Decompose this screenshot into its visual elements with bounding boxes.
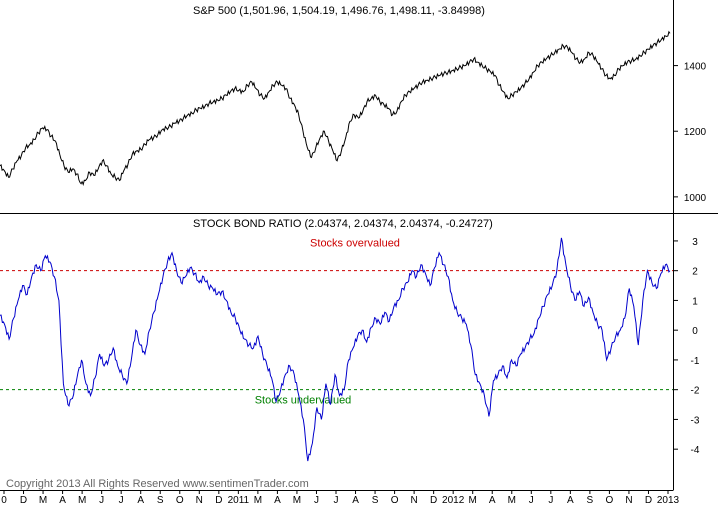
x-tick-label: A [59,495,66,506]
copyright-text: Copyright 2013 All Rights Reserved www.s… [6,478,309,490]
x-tick-label: M [78,495,86,506]
x-tick-label: S [587,495,594,506]
ratio-y-tick-label: -4 [691,445,700,456]
ratio-y-tick-label: -2 [691,386,700,397]
sp500-series [0,30,671,186]
x-tick-label: D [20,495,27,506]
x-tick-label: J [119,495,124,506]
x-tick-label: J [548,495,553,506]
x-tick-label: J [529,495,534,506]
x-tick-label: S [372,495,379,506]
ratio-y-tick-label: -3 [691,415,700,426]
x-axis-ticks: 0 D M A M J J A S O N D 2011 M A M J J A S O N D 2012 M A M J J A S O N D… [1,490,680,506]
x-tick-label: D [215,495,222,506]
x-tick-label: O [176,495,184,506]
sp500-title: S&P 500 (1,501.96, 1,504.19, 1,496.76, 1… [193,5,485,17]
x-tick-label: A [274,495,281,506]
x-tick-label: 2012 [442,495,465,506]
x-tick-label: 0 [1,495,7,506]
ratio-y-tick-label: 2 [692,267,698,278]
x-tick-label: J [334,495,339,506]
sp500-y-tick-label: 1200 [684,127,707,138]
x-tick-label: M [39,495,47,506]
x-tick-label: J [314,495,319,506]
x-tick-label: M [469,495,477,506]
x-tick-label: D [645,495,652,506]
sp500-y-tick-label: 1400 [684,62,707,73]
x-tick-label: D [430,495,437,506]
ratio-y-tick-label: 0 [692,326,698,337]
reference-lines: Stocks overvalued Stocks undervalued [0,238,673,407]
x-tick-label: M [508,495,516,506]
x-tick-label: O [606,495,614,506]
x-tick-label: A [567,495,574,506]
ratio-y-ticks: 3 2 1 0 -1 -2 -3 -4 [673,237,700,456]
x-tick-label: S [157,495,164,506]
x-tick-label: A [489,495,496,506]
ratio-y-tick-label: -1 [691,356,700,367]
x-tick-label: J [99,495,104,506]
sp500-y-ticks: 1400 1200 1000 [673,62,707,204]
ratio-y-tick-label: 3 [692,237,698,248]
ratio-y-tick-label: 1 [692,296,698,307]
x-tick-label: A [137,495,144,506]
x-tick-label: N [196,495,203,506]
x-tick-label: 2013 [657,495,680,506]
x-tick-label: N [625,495,632,506]
x-tick-label: M [254,495,262,506]
x-tick-label: M [293,495,301,506]
reference-line-label: Stocks overvalued [310,238,400,250]
reference-line-label: Stocks undervalued [255,395,352,407]
x-tick-label: A [352,495,359,506]
ratio-series [0,237,671,462]
sp500-line [0,30,671,186]
stock-bond-ratio-title: STOCK BOND RATIO (2.04374, 2.04374, 2.04… [193,218,493,230]
x-tick-label: O [391,495,399,506]
x-tick-label: N [411,495,418,506]
sp500-y-tick-label: 1000 [684,193,707,204]
x-tick-label: 2011 [228,495,250,506]
ratio-line [0,237,671,462]
